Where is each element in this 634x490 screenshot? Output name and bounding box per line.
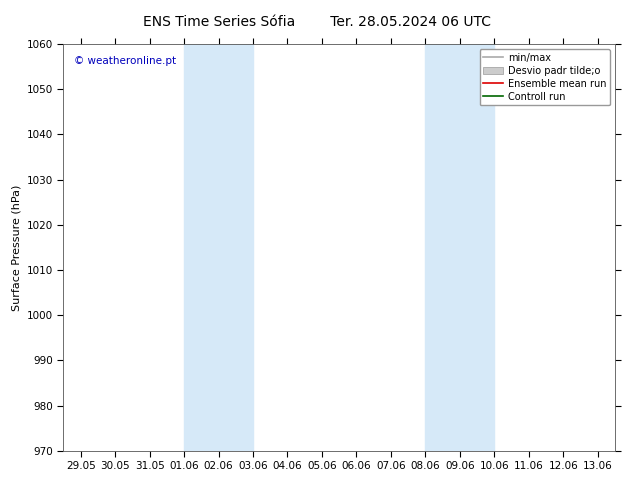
Y-axis label: Surface Pressure (hPa): Surface Pressure (hPa) [11, 184, 21, 311]
Bar [184, 44, 253, 451]
Text: © weatheronline.pt: © weatheronline.pt [74, 56, 176, 66]
Legend: min/max, Desvio padr tilde;o, Ensemble mean run, Controll run: min/max, Desvio padr tilde;o, Ensemble m… [479, 49, 610, 105]
Text: ENS Time Series Sófia        Ter. 28.05.2024 06 UTC: ENS Time Series Sófia Ter. 28.05.2024 06… [143, 15, 491, 29]
Bar [425, 44, 495, 451]
